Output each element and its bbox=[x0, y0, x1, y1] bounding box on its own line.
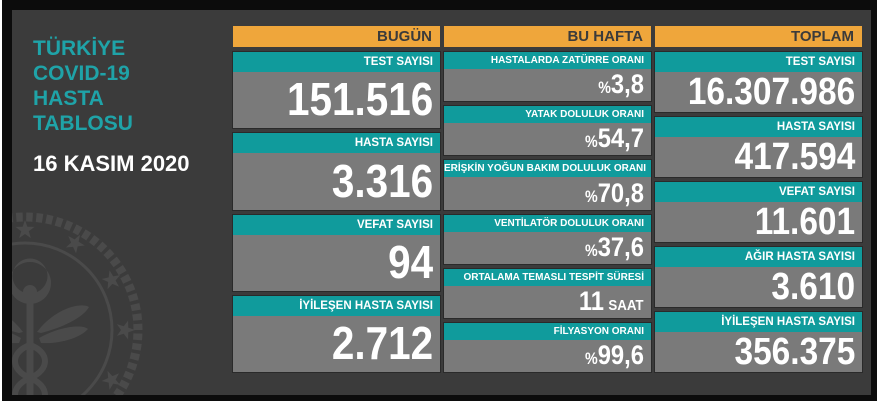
stat-card: ORTALAMA TEMASLI TESPİT SÜRESİ 11 SAAT bbox=[444, 268, 651, 318]
title-line-2: COVID-19 bbox=[33, 62, 130, 85]
report-date: 16 KASIM 2020 bbox=[33, 151, 190, 176]
stat-card: İYİLEŞEN HASTA SAYISI 356.375 bbox=[655, 312, 862, 372]
stat-value: 151.516 bbox=[233, 72, 440, 129]
stat-value: 2.712 bbox=[233, 315, 440, 372]
stat-number: 99,6 bbox=[597, 340, 644, 371]
column-1: BU HAFTA HASTALARDA ZATÜRRE ORANI %3,8 YATA… bbox=[444, 26, 651, 373]
stat-value: %54,7 bbox=[444, 123, 651, 156]
stat-card: HASTALARDA ZATÜRRE ORANI %3,8 bbox=[444, 52, 651, 102]
page-title: TÜRKİYE COVID-19 HASTA TABLOSU bbox=[33, 36, 233, 136]
stat-value: %37,6 bbox=[444, 231, 651, 264]
stat-number: 417.594 bbox=[734, 137, 855, 177]
covid-dashboard: TÜRKİYE COVID-19 HASTA TABLOSU 16 KASIM … bbox=[12, 10, 871, 395]
stat-label: VEFAT SAYISI bbox=[233, 214, 440, 235]
stat-number: 70,8 bbox=[597, 177, 644, 208]
dashboard-columns: BUGÜN TEST SAYISI 151.516 HASTA SAYISI 3.316… bbox=[233, 26, 862, 373]
stat-value: 3.316 bbox=[233, 153, 440, 210]
percent-sign: % bbox=[585, 241, 598, 260]
stat-number: 11 bbox=[579, 285, 605, 316]
title-line-3: HASTA bbox=[33, 87, 104, 110]
stat-card: VENTİLATÖR DOLULUK ORANI %37,6 bbox=[444, 214, 651, 264]
stat-label: HASTA SAYISI bbox=[233, 133, 440, 154]
stat-card: VEFAT SAYISI 94 bbox=[233, 214, 440, 291]
stat-label: İYİLEŞEN HASTA SAYISI bbox=[233, 295, 440, 316]
percent-sign: % bbox=[585, 350, 598, 369]
stat-label: VENTİLATÖR DOLULUK ORANI bbox=[444, 214, 651, 232]
stat-card: VEFAT SAYISI 11.601 bbox=[655, 182, 862, 242]
stat-number: 3.316 bbox=[331, 154, 433, 207]
stat-value: 16.307.986 bbox=[655, 72, 862, 112]
stat-value: %70,8 bbox=[444, 177, 651, 210]
stat-number: 11.601 bbox=[754, 202, 855, 242]
stat-card: ERİŞKİN YOĞUN BAKIM DOLULUK ORANI %70,8 bbox=[444, 160, 651, 210]
stat-value: %99,6 bbox=[444, 339, 651, 373]
column-2: TOPLAM TEST SAYISI 16.307.986 HASTA SAYISI 4… bbox=[655, 26, 862, 372]
stat-card: YATAK DOLULUK ORANI %54,7 bbox=[444, 106, 651, 156]
stat-number: 3,8 bbox=[610, 69, 644, 100]
stat-label: ORTALAMA TEMASLI TESPİT SÜRESİ bbox=[444, 268, 651, 286]
percent-sign: % bbox=[585, 187, 598, 206]
ministry-of-health-logo-icon bbox=[12, 212, 143, 395]
stat-number: 54,7 bbox=[597, 123, 644, 154]
stat-label: VEFAT SAYISI bbox=[655, 182, 862, 202]
stat-number: 94 bbox=[387, 235, 433, 288]
stat-value: 11 SAAT bbox=[444, 285, 651, 318]
stat-card: İYİLEŞEN HASTA SAYISI 2.712 bbox=[233, 295, 440, 372]
stat-number: 356.375 bbox=[734, 332, 855, 372]
stat-number: 37,6 bbox=[597, 231, 644, 262]
stat-value: %3,8 bbox=[444, 69, 651, 102]
sidebar: TÜRKİYE COVID-19 HASTA TABLOSU 16 KASIM … bbox=[12, 10, 233, 395]
title-line-1: TÜRKİYE bbox=[33, 37, 126, 60]
stat-label: ERİŞKİN YOĞUN BAKIM DOLULUK ORANI bbox=[444, 160, 651, 178]
stat-number: 16.307.986 bbox=[687, 72, 855, 112]
stat-label: HASTALARDA ZATÜRRE ORANI bbox=[444, 52, 651, 69]
percent-sign: % bbox=[585, 133, 598, 152]
unit-label: SAAT bbox=[608, 296, 644, 314]
column-header: TOPLAM bbox=[655, 26, 862, 47]
stat-card: HASTA SAYISI 417.594 bbox=[655, 117, 862, 177]
stat-label: HASTA SAYISI bbox=[655, 117, 862, 137]
stat-label: İYİLEŞEN HASTA SAYISI bbox=[655, 312, 862, 332]
stat-label: FİLYASYON ORANI bbox=[444, 322, 651, 340]
column-header: BU HAFTA bbox=[444, 26, 651, 47]
stat-number: 2.712 bbox=[331, 317, 433, 370]
percent-sign: % bbox=[598, 79, 611, 98]
stat-card: TEST SAYISI 16.307.986 bbox=[655, 52, 862, 112]
stat-card: AĞIR HASTA SAYISI 3.610 bbox=[655, 247, 862, 307]
stat-card: HASTA SAYISI 3.316 bbox=[233, 133, 440, 210]
stat-label: YATAK DOLULUK ORANI bbox=[444, 106, 651, 124]
stat-label: TEST SAYISI bbox=[655, 52, 862, 72]
stat-value: 3.610 bbox=[655, 267, 862, 307]
stat-label: TEST SAYISI bbox=[233, 52, 440, 72]
stat-number: 3.610 bbox=[771, 267, 855, 307]
stat-value: 356.375 bbox=[655, 332, 862, 372]
stat-label: AĞIR HASTA SAYISI bbox=[655, 247, 862, 267]
stat-value: 417.594 bbox=[655, 137, 862, 177]
stat-value: 11.601 bbox=[655, 202, 862, 242]
column-0: BUGÜN TEST SAYISI 151.516 HASTA SAYISI 3.316… bbox=[233, 26, 440, 372]
caduceus-icon bbox=[12, 258, 89, 395]
title-line-4: TABLOSU bbox=[33, 112, 133, 135]
stat-card: TEST SAYISI 151.516 bbox=[233, 52, 440, 129]
column-header: BUGÜN bbox=[233, 26, 440, 47]
stat-number: 151.516 bbox=[286, 73, 433, 126]
stat-card: FİLYASYON ORANI %99,6 bbox=[444, 322, 651, 373]
stat-value: 94 bbox=[233, 234, 440, 291]
